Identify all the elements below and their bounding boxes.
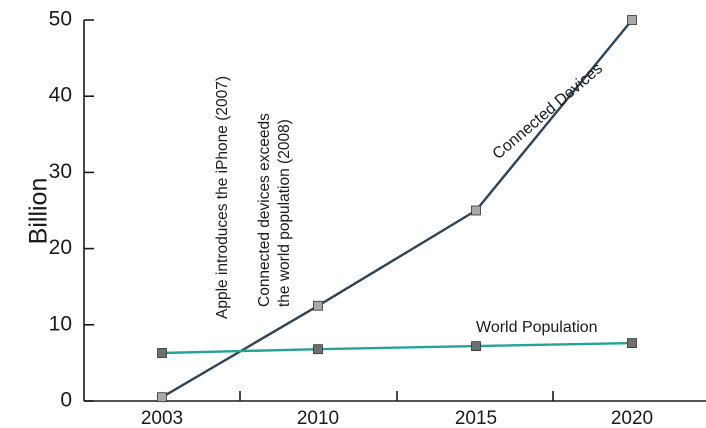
series-line-1 — [161, 341, 633, 355]
annotation-devices-exceed: Connected devices exceeds the world popu… — [256, 113, 293, 307]
axes — [83, 20, 706, 402]
annotation-devices-exceed-line-2: the world population (2008) — [276, 119, 293, 307]
data-point-marker — [627, 15, 637, 25]
series-line-0 — [161, 19, 633, 399]
x-ticks: 2003 2010 2015 2020 — [141, 391, 653, 428]
data-point-marker — [157, 392, 167, 403]
data-point-marker — [313, 344, 323, 355]
y-axis-label: Billion — [25, 178, 53, 245]
x-tick-label: 2010 — [297, 408, 339, 428]
y-tick-label: 20 — [49, 236, 72, 259]
data-point-marker — [627, 338, 637, 348]
annotation-iphone: Apple introduces the iPhone (2007) — [214, 76, 231, 319]
data-point-marker — [471, 341, 481, 352]
x-tick-label: 2015 — [455, 408, 497, 428]
data-point-marker — [157, 348, 167, 358]
x-tick-label: 2003 — [141, 408, 183, 428]
y-ticks: 0 10 20 30 40 50 — [49, 8, 94, 412]
y-tick-label: 30 — [49, 160, 72, 183]
series-label-world-population: World Population — [476, 319, 598, 336]
series-lines — [161, 19, 633, 399]
data-point-marker — [471, 205, 481, 216]
annotation-devices-exceed-line-1: Connected devices exceeds — [256, 113, 273, 307]
x-tick-label: 2020 — [611, 408, 653, 428]
series-label-connected-devices: Connected Devices — [490, 60, 607, 163]
series-markers — [157, 15, 637, 403]
data-point-marker — [313, 300, 323, 311]
y-tick-label: 10 — [49, 312, 72, 335]
y-tick-label: 0 — [60, 389, 72, 412]
y-tick-label: 40 — [49, 84, 72, 107]
y-tick-label: 50 — [49, 8, 72, 31]
